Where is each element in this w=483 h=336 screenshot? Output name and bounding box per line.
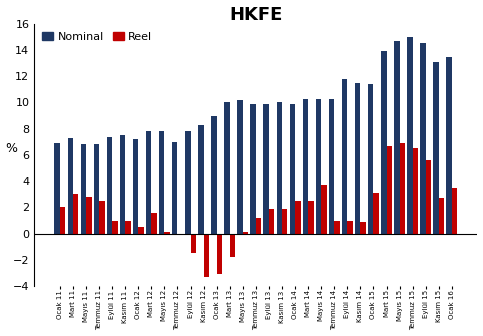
Bar bbox=[107, 136, 112, 234]
Bar bbox=[99, 201, 105, 234]
Bar bbox=[164, 233, 170, 234]
Bar bbox=[439, 198, 444, 234]
Bar bbox=[211, 116, 217, 234]
Bar bbox=[381, 51, 386, 234]
Bar bbox=[177, 234, 183, 235]
Bar bbox=[368, 84, 373, 234]
Bar bbox=[263, 104, 269, 234]
Bar bbox=[256, 218, 261, 234]
Bar bbox=[146, 131, 151, 234]
Bar bbox=[94, 144, 99, 234]
Bar bbox=[347, 220, 353, 234]
Bar bbox=[290, 104, 295, 234]
Bar bbox=[394, 41, 399, 234]
Bar bbox=[269, 209, 274, 234]
Bar bbox=[373, 193, 379, 234]
Bar bbox=[276, 102, 282, 234]
Bar bbox=[185, 131, 191, 234]
Bar bbox=[243, 233, 248, 234]
Bar bbox=[295, 201, 300, 234]
Bar bbox=[230, 234, 235, 257]
Bar bbox=[420, 43, 426, 234]
Bar bbox=[426, 160, 431, 234]
Bar bbox=[282, 209, 287, 234]
Bar bbox=[237, 100, 243, 234]
Bar bbox=[204, 234, 209, 277]
Bar bbox=[191, 234, 196, 253]
Title: HKFE: HKFE bbox=[229, 6, 283, 24]
Bar bbox=[446, 56, 452, 234]
Bar bbox=[342, 79, 347, 234]
Bar bbox=[412, 149, 418, 234]
Bar bbox=[360, 222, 366, 234]
Legend: Nominal, Reel: Nominal, Reel bbox=[40, 29, 155, 44]
Bar bbox=[55, 143, 60, 234]
Bar bbox=[334, 220, 340, 234]
Bar bbox=[308, 201, 313, 234]
Bar bbox=[125, 220, 131, 234]
Y-axis label: %: % bbox=[6, 142, 17, 155]
Bar bbox=[138, 227, 144, 234]
Bar bbox=[198, 125, 204, 234]
Bar bbox=[86, 197, 92, 234]
Bar bbox=[452, 188, 457, 234]
Bar bbox=[250, 104, 256, 234]
Bar bbox=[329, 98, 334, 234]
Bar bbox=[407, 37, 412, 234]
Bar bbox=[433, 62, 439, 234]
Bar bbox=[316, 98, 321, 234]
Bar bbox=[133, 139, 138, 234]
Bar bbox=[172, 142, 177, 234]
Bar bbox=[386, 146, 392, 234]
Bar bbox=[224, 102, 230, 234]
Bar bbox=[321, 185, 327, 234]
Bar bbox=[355, 83, 360, 234]
Bar bbox=[151, 213, 157, 234]
Bar bbox=[112, 220, 118, 234]
Bar bbox=[120, 135, 125, 234]
Bar bbox=[73, 194, 78, 234]
Bar bbox=[81, 144, 86, 234]
Bar bbox=[399, 143, 405, 234]
Bar bbox=[60, 207, 65, 234]
Bar bbox=[159, 131, 164, 234]
Bar bbox=[68, 138, 73, 234]
Bar bbox=[303, 98, 308, 234]
Bar bbox=[217, 234, 222, 274]
